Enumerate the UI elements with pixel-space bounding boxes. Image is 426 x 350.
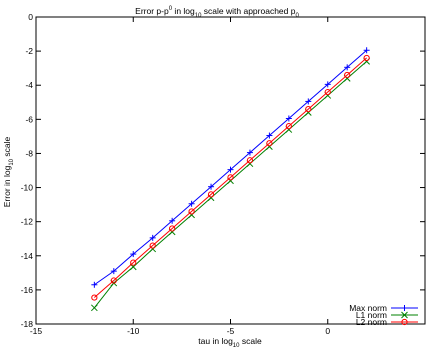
data-point	[266, 132, 273, 139]
data-point	[363, 54, 370, 62]
legend-marker	[401, 311, 408, 319]
x-axis-label-sub: 10	[233, 343, 240, 349]
data-point	[344, 64, 351, 71]
x-tick-label: -15	[30, 326, 43, 336]
x-tick-label: 0	[325, 326, 330, 336]
data-point	[207, 191, 215, 198]
x-axis-label-end: scale	[239, 336, 261, 346]
y-tick-label: -10	[21, 183, 34, 193]
y-axis-label: Error in log10 scale	[2, 136, 15, 207]
y-tick-label: -18	[21, 319, 34, 329]
data-point	[285, 123, 292, 130]
data-point	[110, 277, 117, 284]
y-axis-label-end: scale	[2, 136, 12, 158]
series-line	[94, 57, 367, 298]
data-point	[285, 115, 292, 122]
x-axis-label: tau in log10 scale	[198, 336, 262, 349]
data-point	[227, 166, 234, 173]
title-sub2: 0	[295, 13, 299, 19]
data-point	[188, 208, 195, 215]
axis-ticks: -15 -10 -5 0 0 -2 -4 -6 -8 -10 -12 -14 -16 -18	[21, 12, 425, 336]
data-point	[130, 251, 137, 258]
y-tick-label: -12	[21, 217, 34, 227]
data-point	[324, 88, 331, 96]
x-tick-label: -5	[227, 326, 235, 336]
y-tick-label: 0	[28, 12, 33, 22]
data-point	[246, 157, 254, 164]
title-sub: 10	[195, 13, 202, 19]
data-point	[324, 81, 331, 88]
data-point	[149, 234, 156, 241]
series-1	[90, 57, 371, 312]
data-point	[305, 98, 312, 105]
data-point	[91, 281, 98, 288]
title-mid: in log	[172, 6, 195, 16]
legend-marker	[401, 318, 408, 326]
data-point	[208, 183, 215, 190]
legend-label: Max norm	[349, 303, 387, 313]
series-line	[93, 60, 367, 309]
title-end: scale with approached p	[201, 6, 295, 16]
data-point	[305, 106, 312, 113]
data-point	[246, 149, 253, 156]
y-axis-label-main: Error in log	[2, 165, 12, 207]
y-tick-label: -6	[25, 114, 33, 124]
data-point	[344, 71, 351, 79]
title-main: Error p-p	[135, 6, 169, 16]
data-point	[91, 294, 98, 301]
data-point	[110, 268, 117, 275]
series-0	[91, 47, 370, 288]
data-point	[169, 225, 176, 232]
x-tick-label: -10	[127, 326, 140, 336]
y-tick-label: -16	[21, 285, 34, 295]
legend-label: L2 norm	[356, 317, 387, 327]
data-point	[90, 304, 98, 312]
data-point	[266, 140, 273, 147]
legend-marker	[401, 305, 408, 311]
y-tick-label: -4	[25, 80, 33, 90]
data-point	[363, 47, 370, 54]
series-layer	[90, 47, 371, 312]
data-point	[149, 242, 156, 249]
data-point	[188, 200, 195, 207]
chart-title: Error p-p0 in log10 scale with approache…	[135, 6, 299, 19]
x-axis-label-main: tau in log	[198, 336, 233, 346]
series-2	[91, 54, 370, 301]
legend-label: L1 norm	[356, 310, 387, 320]
y-tick-label: -8	[25, 148, 33, 158]
y-axis-label-sub: 10	[9, 158, 15, 165]
data-point	[130, 259, 137, 266]
y-tick-label: -14	[21, 251, 34, 261]
title-sup: 0	[169, 6, 173, 12]
data-point	[227, 174, 234, 181]
data-point	[169, 217, 176, 224]
y-tick-label: -2	[25, 46, 33, 56]
